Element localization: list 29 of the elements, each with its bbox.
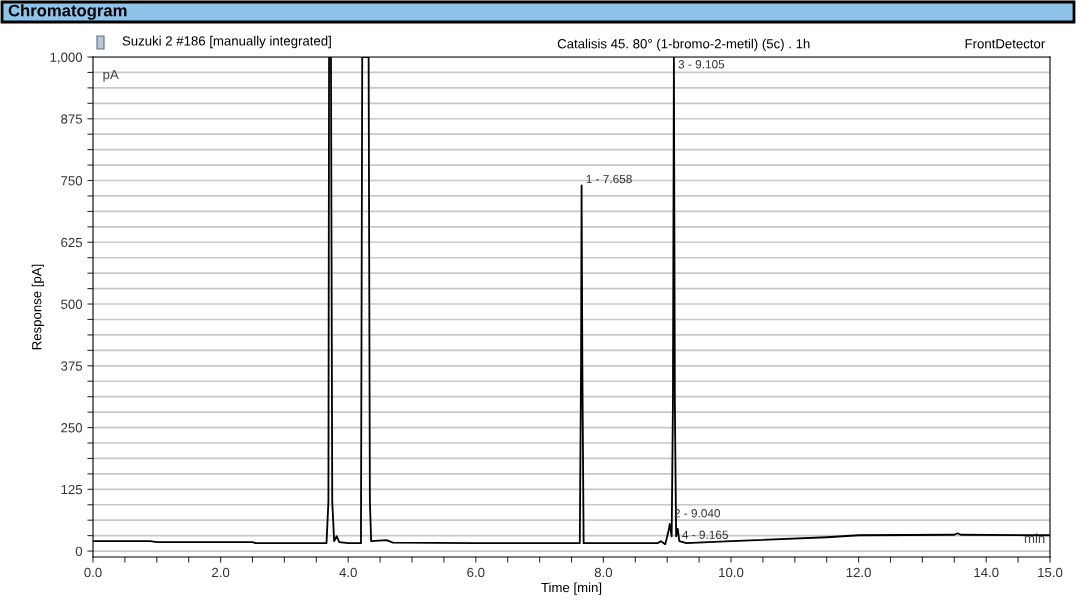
x-tick-label: 14.0 [974, 567, 999, 578]
x-tick-label: 15.0 [1038, 567, 1063, 578]
y-tick-label: 875 [61, 114, 83, 124]
annotation: min [1024, 533, 1045, 543]
annotation: 1 - 7.658 [586, 174, 632, 184]
y-axis-title: Response [pA] [31, 264, 45, 350]
x-tick-label: 2.0 [212, 567, 230, 578]
annotation: pA [103, 69, 119, 82]
x-tick-label: 0.0 [84, 567, 102, 578]
x-tick-label: 8.0 [594, 567, 613, 578]
chart-subtitle: Suzuki 2 #186 [manually integrated] [122, 35, 331, 49]
y-tick-label: 0 [75, 546, 83, 556]
x-tick-label: 4.0 [339, 567, 357, 578]
x-tick-label: 6.0 [467, 567, 485, 578]
x-tick-label: 10.0 [719, 567, 744, 578]
x-axis-title: Time [min] [541, 582, 602, 595]
text: FrontDetector [965, 39, 1045, 49]
y-tick-label: 750 [61, 176, 83, 186]
y-tick-label: 625 [61, 237, 83, 248]
y-tick-label: 250 [61, 423, 83, 433]
annotation: 3 - 9.105 [678, 60, 725, 69]
y-tick-label: 1,000 [50, 52, 83, 64]
y-tick-label: 375 [61, 361, 83, 371]
y-tick-label: 125 [61, 484, 83, 495]
chart-title: Chromatogram [8, 4, 127, 20]
text: Catalisis 45. 80° (1-bromo-2-metil) (5c) . 1h [557, 38, 810, 51]
annotation: 4 - 9.165 [682, 530, 728, 539]
x-tick-label: 12.0 [846, 567, 871, 578]
y-tick-label: 500 [61, 299, 83, 309]
